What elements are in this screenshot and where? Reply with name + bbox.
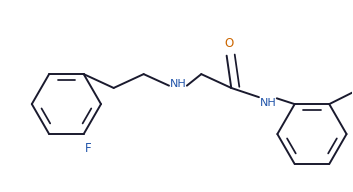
Text: NH: NH [260,98,277,108]
Text: F: F [85,142,92,155]
Text: NH: NH [170,79,187,89]
Text: O: O [224,37,234,50]
